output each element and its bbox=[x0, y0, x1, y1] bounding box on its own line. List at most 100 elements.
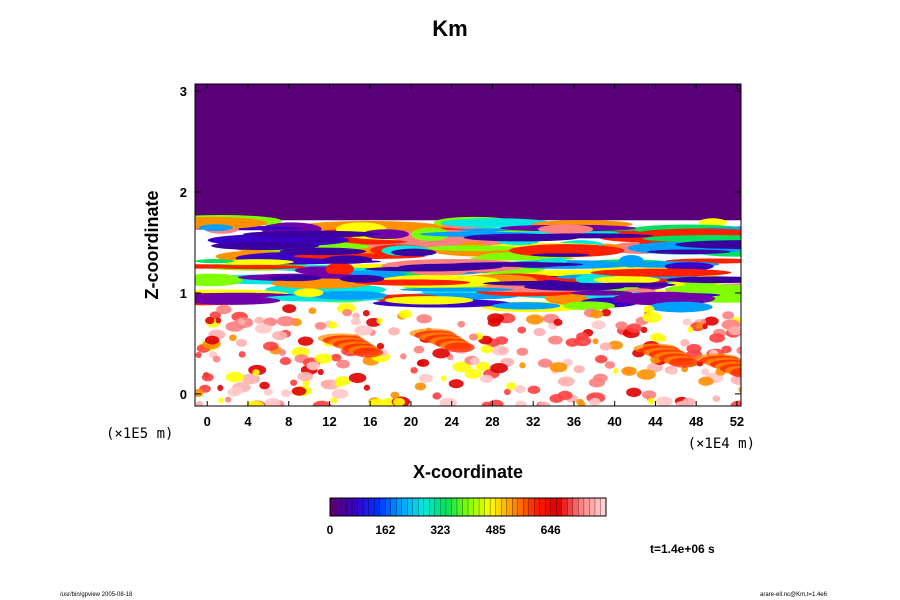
lower-layer-cell bbox=[368, 398, 387, 406]
lower-layer-cell bbox=[475, 361, 491, 371]
mixed-layer-cell bbox=[339, 274, 385, 283]
lower-layer-cell bbox=[701, 368, 710, 376]
x-tick-label: 48 bbox=[689, 414, 703, 429]
colorbar-bin bbox=[600, 497, 607, 517]
colorbar-bin bbox=[429, 497, 436, 517]
lower-layer-cell bbox=[392, 397, 406, 406]
mixed-layer-cell bbox=[323, 255, 373, 264]
lower-layer-cell bbox=[621, 366, 637, 376]
lower-layer-cell bbox=[592, 338, 599, 345]
lower-layer-cell bbox=[549, 362, 568, 373]
lower-layer-cell bbox=[212, 355, 221, 363]
lower-layer-cell bbox=[321, 379, 340, 390]
lower-layer-cell bbox=[432, 392, 442, 400]
lower-layer-cell bbox=[246, 400, 265, 406]
lower-layer-cell bbox=[252, 369, 260, 376]
colorbar-frame bbox=[329, 497, 607, 517]
colorbar-ticks: 0 162 323 485 646 bbox=[327, 523, 561, 537]
lower-layer-cell bbox=[703, 316, 719, 326]
lower-layer-cell bbox=[488, 399, 504, 406]
colorbar-bin bbox=[528, 497, 535, 517]
colorbar-bin bbox=[594, 497, 601, 517]
x-tick-label: 4 bbox=[244, 414, 252, 429]
colorbar bbox=[329, 497, 607, 517]
lower-layer-cell bbox=[350, 317, 362, 326]
lower-layer-cell bbox=[537, 401, 551, 406]
colorbar-bin bbox=[512, 497, 519, 517]
lower-layer-cell bbox=[363, 384, 371, 391]
lower-layer-cell bbox=[640, 326, 648, 334]
lower-layer-cell bbox=[730, 400, 741, 406]
mixed-layer-cell bbox=[538, 224, 594, 235]
y-scale-note: (×1E5 m) bbox=[106, 426, 173, 442]
y-tick-label: 3 bbox=[180, 84, 187, 99]
x-tick-label: 0 bbox=[204, 414, 211, 429]
lower-layer-cell bbox=[398, 309, 413, 319]
lower-layer-cell bbox=[418, 373, 433, 383]
mixed-layer-cell bbox=[593, 275, 660, 284]
lower-layer-cell bbox=[591, 320, 606, 330]
mixed-layer-cell bbox=[440, 218, 551, 228]
lower-layer-cell bbox=[721, 345, 732, 354]
mixed-layer-cell bbox=[391, 248, 437, 257]
lower-layer-cell bbox=[342, 308, 353, 317]
lower-layer-cell bbox=[414, 382, 427, 391]
colorbar-bin bbox=[440, 497, 447, 517]
lower-layer-cell bbox=[439, 397, 457, 406]
mixed-layer-cell bbox=[198, 224, 233, 232]
lower-layer-cell bbox=[589, 397, 601, 406]
mixed-layer-cell bbox=[221, 259, 294, 265]
lower-layer-cell bbox=[241, 373, 261, 385]
mixed-layer-cell bbox=[279, 247, 367, 256]
mixed-layer-cell bbox=[400, 287, 514, 292]
x-tick-label: 24 bbox=[444, 414, 459, 429]
x-tick-label: 52 bbox=[730, 414, 744, 429]
colorbar-bin bbox=[567, 497, 574, 517]
plume-cell bbox=[730, 367, 741, 378]
colorbar-bin bbox=[484, 497, 491, 517]
colorbar-bin bbox=[357, 497, 364, 517]
lower-layer-cell bbox=[279, 357, 292, 366]
colorbar-bin bbox=[412, 497, 419, 517]
mixed-layer-cell bbox=[195, 296, 281, 305]
lower-layer-cell bbox=[297, 371, 314, 382]
lower-layer-cell bbox=[254, 323, 272, 334]
plume-cell bbox=[353, 347, 384, 358]
colorbar-bin bbox=[390, 497, 397, 517]
lower-layer-cell bbox=[457, 320, 466, 328]
lower-layer-cell bbox=[354, 325, 373, 336]
x-tick-label: 8 bbox=[285, 414, 292, 429]
colorbar-bin bbox=[539, 497, 546, 517]
colorbar-bin bbox=[385, 497, 392, 517]
lower-layer-cell bbox=[413, 345, 425, 354]
mixed-layer-cell bbox=[583, 282, 676, 288]
colorbar-bin bbox=[489, 497, 497, 517]
lower-layer-cell bbox=[698, 376, 714, 386]
lower-layer-cell bbox=[464, 368, 482, 379]
lower-layer-cell bbox=[514, 385, 526, 394]
mixed-layer-cell bbox=[195, 259, 235, 264]
lower-layer-cell bbox=[229, 334, 237, 342]
colorbar-tick-label: 162 bbox=[375, 523, 395, 537]
lower-layer-cell bbox=[525, 314, 544, 325]
mixed-layer-cell bbox=[686, 241, 741, 246]
lower-layer-cell bbox=[376, 317, 383, 324]
lower-layer-cell bbox=[306, 361, 320, 371]
lower-layer-cell bbox=[700, 318, 707, 325]
colorbar-bin bbox=[523, 497, 530, 517]
lower-layer-cell bbox=[604, 361, 616, 369]
lower-layer-cell bbox=[314, 353, 333, 364]
lower-layer-cell bbox=[225, 396, 232, 403]
lower-layer-cell bbox=[195, 389, 204, 397]
colorbar-bin bbox=[506, 497, 513, 517]
x-tick-label: 32 bbox=[526, 414, 540, 429]
mixed-layer-cell bbox=[211, 241, 320, 251]
lower-layer-cell bbox=[362, 309, 370, 317]
y-tick-label: 2 bbox=[180, 185, 187, 200]
colorbar-bin bbox=[572, 497, 579, 517]
lower-layer-cell bbox=[491, 345, 510, 356]
lower-layer-cell bbox=[440, 375, 447, 382]
colorbar-bin bbox=[434, 497, 441, 517]
upper-uniform-region bbox=[195, 84, 741, 221]
colorbar-tick-label: 323 bbox=[430, 523, 450, 537]
